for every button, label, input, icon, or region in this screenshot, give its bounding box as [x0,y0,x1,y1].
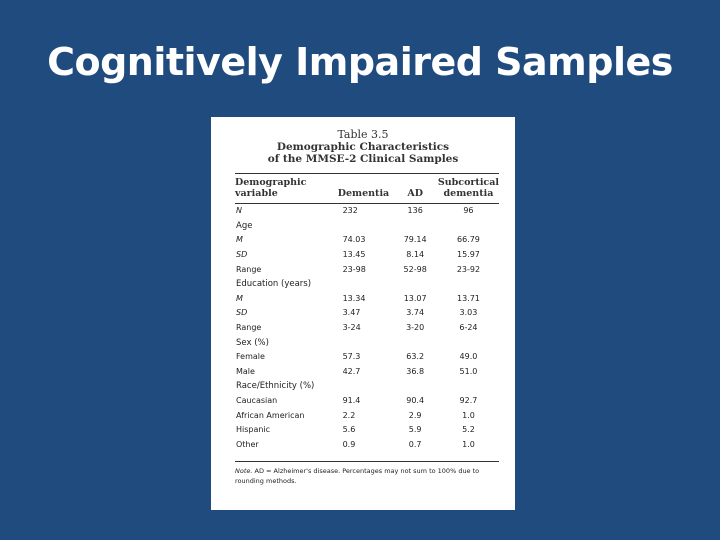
subcortical-value: 96 [463,206,474,216]
table-number: Table 3.5 [337,128,389,141]
dementia-value: 13.45 [342,250,366,260]
header-ad: AD [407,188,423,199]
header-subcortical-dementia: Subcortical dementia [437,177,499,199]
ad-value: 90.4 [406,396,425,406]
dementia-value: 13.34 [342,293,366,303]
subcortical-value: 49.0 [459,352,478,362]
table-row: Female 57.3 63.2 49.0 [235,350,499,365]
dementia-value: 57.3 [342,352,361,362]
ad-value: 8.14 [406,250,425,260]
row-label: African American [236,410,305,420]
ad-value: 79.14 [403,235,427,245]
table-row: Other 0.9 0.7 1.0 [235,438,499,453]
demographics-table: Demographic variable Dementia AD Subcort… [235,177,499,452]
ad-value: 3.74 [406,308,425,318]
ad-value: 13.07 [403,293,427,303]
subcortical-value: 23-92 [456,264,481,274]
subcortical-value: 51.0 [459,366,478,376]
ad-value: 63.2 [406,352,425,362]
subcortical-value: 92.7 [459,396,478,406]
header-row: Demographic variable Dementia AD Subcort… [235,177,499,199]
row-label: Range [236,264,262,274]
ad-value: 2.9 [408,410,422,420]
table-image: Table 3.5 Demographic Characteristics of… [211,117,515,510]
subcortical-value: 13.71 [456,293,480,303]
ad-value: 36.8 [406,366,425,376]
section-label: Race/Ethnicity (%) [236,381,315,392]
table-title-line2: of the MMSE-2 Clinical Samples [267,153,459,165]
dementia-value: 0.9 [342,439,356,449]
table-title-line1: Demographic Characteristics [276,141,450,153]
table-row: African American 2.2 2.9 1.0 [235,408,499,423]
bottom-rule [235,461,499,462]
row-label: SD [236,308,248,318]
table-caption: Table 3.5 Demographic Characteristics of… [211,128,515,166]
table-row: Male 42.7 36.8 51.0 [235,365,499,380]
ad-value: 3-20 [406,323,425,333]
slide-title: Cognitively Impaired Samples [47,40,673,84]
ad-value: 52-98 [403,264,427,274]
table-row: Age [235,219,499,234]
row-label: M [236,235,243,245]
table-note: Note. AD = Alzheimer's disease. Percenta… [235,467,480,485]
table-row: Sex (%) [235,335,499,350]
table-row: Caucasian 91.4 90.4 92.7 [235,394,499,409]
table-row: Education (years) [235,277,499,292]
table-row: Range 3-24 3-20 6-24 [235,321,499,336]
subcortical-value: 3.03 [459,308,478,318]
row-label: Male [236,366,255,376]
row-label: SD [236,250,248,260]
row-label: Range [236,323,262,333]
ad-value: 136 [407,206,423,216]
table-row: Hispanic 5.6 5.9 5.2 [235,423,499,438]
dementia-value: 42.7 [342,366,361,376]
dementia-value: 74.03 [342,235,366,245]
header-demographic-variable: Demographic variable [235,177,307,199]
table-row: SD 3.47 3.74 3.03 [235,306,499,321]
dementia-value: 232 [342,206,358,216]
section-label: Education (years) [236,279,312,290]
table-row: M 74.03 79.14 66.79 [235,233,499,248]
row-label: M [236,293,243,303]
section-label: Sex (%) [236,337,269,348]
row-label: Female [236,352,265,362]
dementia-value: 91.4 [342,396,361,406]
subcortical-value: 6-24 [459,323,478,333]
dementia-value: 2.2 [342,410,356,420]
subcortical-value: 5.2 [462,425,475,435]
row-label: Hispanic [236,425,271,435]
row-label: N [236,206,242,216]
dementia-value: 3.47 [342,308,361,318]
table-row: Range 23-98 52-98 23-92 [235,262,499,277]
dementia-value: 5.6 [342,425,356,435]
subcortical-value: 66.79 [456,235,480,245]
table-body: N 232 136 96 Age M 74.03 79.14 66.79 SD 13.45 8.14 1… [235,204,499,453]
ad-value: 5.9 [408,425,422,435]
table-row: Race/Ethnicity (%) [235,379,499,394]
subcortical-value: 15.97 [456,250,480,260]
table-row: M 13.34 13.07 13.71 [235,292,499,307]
row-label: Caucasian [236,396,278,406]
row-label: Other [236,439,259,449]
dementia-value: 23-98 [342,264,366,274]
table-row: SD 13.45 8.14 15.97 [235,248,499,263]
subcortical-value: 1.0 [462,439,475,449]
top-rule [235,173,499,174]
subcortical-value: 1.0 [462,410,475,420]
section-label: Age [236,220,253,231]
header-dementia: Dementia [337,188,390,199]
table-row: N 232 136 96 [235,204,499,219]
dementia-value: 3-24 [342,323,361,333]
ad-value: 0.7 [408,439,422,449]
